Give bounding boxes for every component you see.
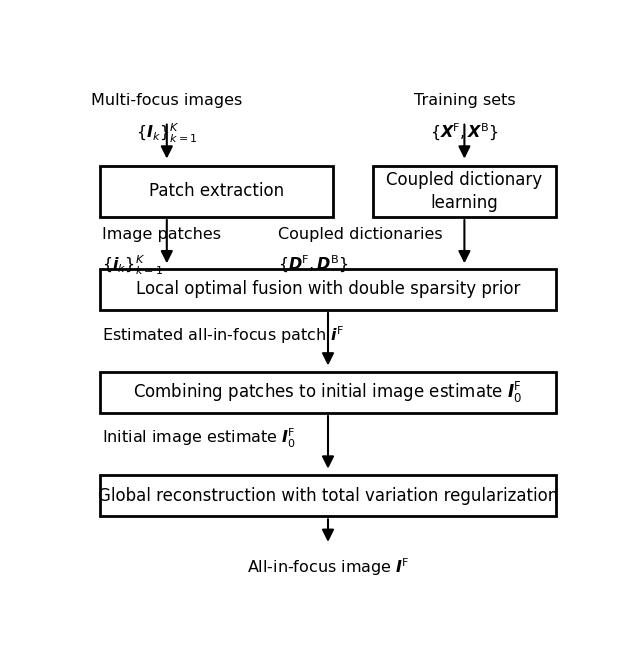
Text: Patch extraction: Patch extraction	[149, 182, 284, 200]
Text: Training sets: Training sets	[413, 93, 515, 109]
Text: Local optimal fusion with double sparsity prior: Local optimal fusion with double sparsit…	[136, 280, 520, 298]
Text: Multi-focus images: Multi-focus images	[91, 93, 243, 109]
Text: Coupled dictionaries: Coupled dictionaries	[278, 227, 443, 243]
Text: All-in-focus image $\boldsymbol{I}^{\mathrm{F}}$: All-in-focus image $\boldsymbol{I}^{\mat…	[247, 556, 409, 578]
FancyBboxPatch shape	[100, 475, 556, 517]
Text: Estimated all-in-focus patch $\boldsymbol{i}^{\mathrm{F}}$: Estimated all-in-focus patch $\boldsymbo…	[102, 324, 344, 346]
Text: Image patches: Image patches	[102, 227, 221, 243]
Text: $\{\boldsymbol{I}_k\}_{k=1}^{K}$: $\{\boldsymbol{I}_k\}_{k=1}^{K}$	[136, 122, 198, 145]
FancyBboxPatch shape	[100, 269, 556, 310]
Text: Coupled dictionary
learning: Coupled dictionary learning	[387, 171, 543, 212]
FancyBboxPatch shape	[100, 372, 556, 413]
Text: Initial image estimate $\boldsymbol{I}_0^{\mathrm{F}}$: Initial image estimate $\boldsymbol{I}_0…	[102, 427, 296, 450]
Text: Combining patches to initial image estimate $\boldsymbol{I}_0^{\mathrm{F}}$: Combining patches to initial image estim…	[133, 380, 523, 405]
Text: $\{\boldsymbol{i}_k\}_{k=1}^{K}$: $\{\boldsymbol{i}_k\}_{k=1}^{K}$	[102, 254, 164, 277]
FancyBboxPatch shape	[372, 165, 556, 217]
Text: Global reconstruction with total variation regularization: Global reconstruction with total variati…	[98, 486, 558, 505]
Text: $\{\boldsymbol{D}^{\mathrm{F}}, \boldsymbol{D}^{\mathrm{B}}\}$: $\{\boldsymbol{D}^{\mathrm{F}}, \boldsym…	[278, 254, 349, 275]
Text: $\{\boldsymbol{X}^{\mathrm{F}}, \boldsymbol{X}^{\mathrm{B}}\}$: $\{\boldsymbol{X}^{\mathrm{F}}, \boldsym…	[430, 122, 499, 143]
FancyBboxPatch shape	[100, 165, 333, 217]
